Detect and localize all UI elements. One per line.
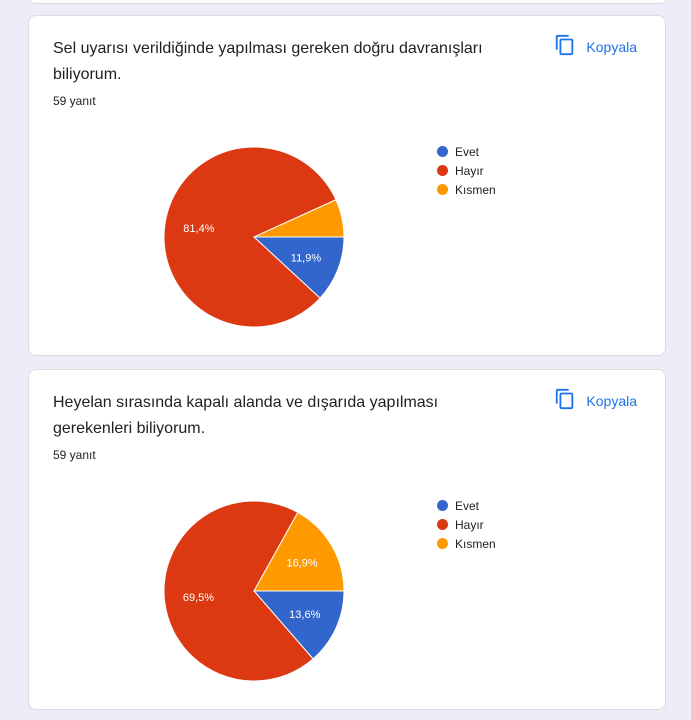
legend-label: Hayır [455,517,484,532]
copy-icon [554,388,576,413]
copy-label: Kopyala [586,38,637,55]
question-title: Sel uyarısı verildiğinde yapılması gerek… [53,40,483,83]
pie-data-label: 11,9% [291,252,322,264]
question-title: Heyelan sırasında kapalı alanda ve dışar… [53,394,439,437]
legend-swatch [437,165,448,176]
legend-swatch [437,146,448,157]
legend-swatch [437,519,448,530]
legend-item: Evet [437,496,496,515]
question-card: Heyelan sırasında kapalı alanda ve dışar… [28,369,666,710]
previous-card [28,0,668,4]
legend-item: Hayır [437,515,496,534]
pie-slice-kısmen[interactable] [253,199,345,238]
pie-data-label: 69,5% [183,592,214,604]
pie-chart: 13,6% 69,5% 16,9% [163,500,345,682]
legend-label: Evet [455,498,480,513]
legend-label: Hayır [455,163,484,178]
legend-swatch [437,184,448,195]
response-count: 59 yanıt [53,94,96,108]
legend-item: Hayır [437,161,496,180]
pie-slice-evet[interactable] [252,590,345,660]
legend-label: Kısmen [455,536,496,551]
question-card: Sel uyarısı verildiğinde yapılması gerek… [28,15,666,356]
pie-slice-hayır[interactable] [163,500,314,682]
pie-slice-kısmen[interactable] [253,511,345,592]
copy-icon [554,34,576,59]
pie-data-label: 13,6% [289,609,320,621]
legend-item: Evet [437,142,496,161]
pie-data-label: 16,9% [287,558,318,570]
response-count: 59 yanıt [53,448,96,462]
legend-item: Kısmen [437,180,496,199]
chart-legend: Evet Hayır Kısmen [437,496,496,553]
pie-chart: 11,9% 81,4% [163,146,345,328]
copy-button[interactable]: Kopyala [554,388,637,413]
chart-legend: Evet Hayır Kısmen [437,142,496,199]
legend-swatch [437,500,448,511]
legend-swatch [437,538,448,549]
copy-label: Kopyala [586,392,637,409]
copy-button[interactable]: Kopyala [554,34,637,59]
pie-slice-evet[interactable] [252,236,345,299]
legend-label: Evet [455,144,480,159]
pie-slice-hayır[interactable] [163,146,337,328]
legend-item: Kısmen [437,534,496,553]
legend-label: Kısmen [455,182,496,197]
pie-data-label: 81,4% [183,223,214,235]
